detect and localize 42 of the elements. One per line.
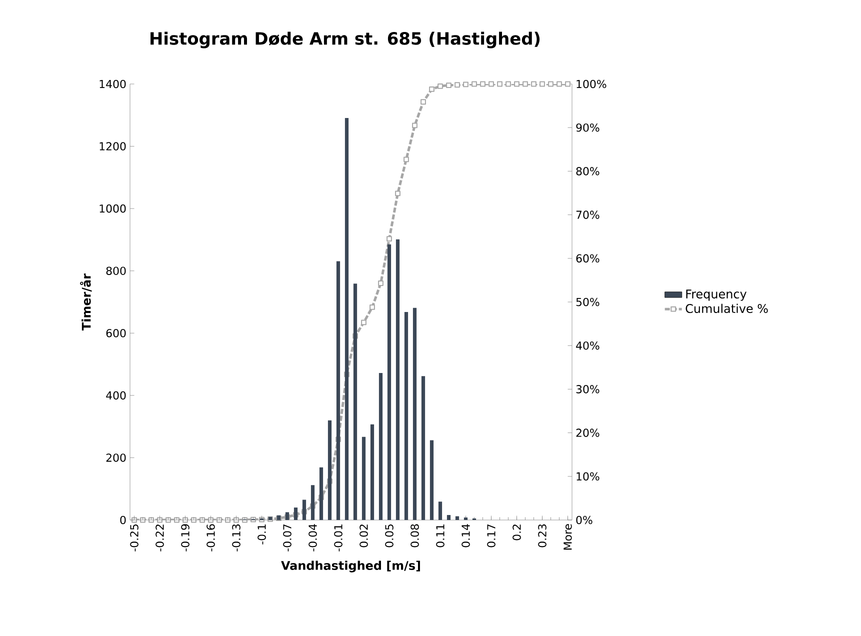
y-axis-title: Timer/år xyxy=(80,274,92,330)
x-tick-label: 0.14 xyxy=(462,524,470,548)
y2-tick-label: 80% xyxy=(576,167,600,176)
y-tick-label: 400 xyxy=(106,391,126,400)
y2-tick-label: 20% xyxy=(576,428,600,437)
x-tick-label: 0.11 xyxy=(436,524,444,548)
x-tick-label: 0.08 xyxy=(410,524,419,548)
y2-tick-label: 10% xyxy=(576,472,600,481)
x-tick-label: 0.17 xyxy=(487,524,496,548)
chart-title: Histogram Døde Arm st. 685 (Hastighed) xyxy=(150,32,540,48)
x-axis-title: Vandhastighed [m/s] xyxy=(281,560,420,572)
y2-tick-label: 0% xyxy=(576,516,592,524)
x-tick-label: 0.2 xyxy=(512,524,521,540)
x-tick-label: 0.05 xyxy=(385,524,394,548)
x-tick-label: -0.16 xyxy=(206,524,215,552)
y2-tick-label: 40% xyxy=(576,341,600,350)
y-tick-label: 1400 xyxy=(100,80,126,88)
x-tick-label: -0.1 xyxy=(258,524,266,544)
y-tick-label: 1000 xyxy=(100,204,126,213)
x-tick-label: 0.23 xyxy=(538,524,546,548)
y2-tick-label: 30% xyxy=(576,385,600,394)
x-tick-label: -0.07 xyxy=(283,524,292,552)
y-tick-label: 600 xyxy=(106,329,126,338)
x-tick-label: -0.19 xyxy=(181,524,190,552)
y-tick-label: 800 xyxy=(106,266,126,275)
y2-tick-label: 90% xyxy=(576,123,600,132)
y-tick-label: 200 xyxy=(106,454,126,462)
x-tick-label: -0.25 xyxy=(130,524,138,552)
x-tick-label: -0.04 xyxy=(308,524,317,552)
legend-label: Cumulative % xyxy=(686,304,768,314)
y2-tick-label: 70% xyxy=(576,210,600,219)
y2-tick-label: 100% xyxy=(576,80,606,88)
x-tick-label: -0.01 xyxy=(334,524,342,552)
x-tick-label: -0.22 xyxy=(156,524,164,552)
y-tick-label: 1200 xyxy=(100,142,126,150)
x-tick-label: -0.13 xyxy=(232,524,240,552)
x-tick-label: 0.02 xyxy=(360,524,368,548)
x-tick-label: More xyxy=(564,524,572,550)
y-tick-label: 0 xyxy=(120,516,126,524)
y2-tick-label: 50% xyxy=(576,298,600,306)
y2-tick-label: 60% xyxy=(576,254,600,263)
legend-label: Frequency xyxy=(686,290,747,301)
